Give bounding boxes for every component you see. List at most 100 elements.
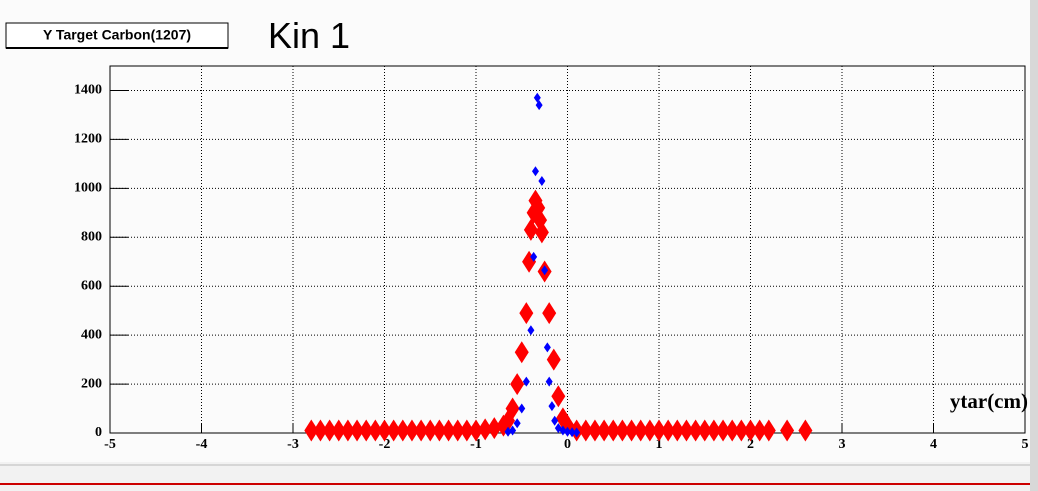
data-point (542, 302, 557, 325)
data-point (661, 419, 676, 442)
data-point (535, 100, 543, 111)
x-axis-title: ytar(cm) (950, 389, 1028, 413)
data-point (652, 419, 666, 442)
data-point (340, 419, 355, 442)
data-point (761, 419, 776, 442)
data-point (404, 419, 419, 442)
data-point (551, 385, 566, 408)
data-point (304, 419, 319, 442)
data-point (551, 415, 559, 426)
data-point (313, 419, 328, 442)
data-point (697, 419, 712, 442)
data-point (780, 419, 795, 442)
data-point (679, 419, 694, 442)
data-point (624, 419, 639, 442)
data-point (432, 419, 447, 442)
data-point (706, 419, 721, 442)
y-tick-label: 1400 (74, 83, 102, 98)
data-point (538, 175, 546, 186)
data-point (564, 426, 571, 437)
data-point (377, 419, 392, 442)
data-point (548, 401, 556, 412)
data-point (386, 419, 401, 442)
x-tick-label: 5 (1022, 437, 1029, 452)
x-tick-label: -2 (379, 437, 391, 452)
data-point (798, 419, 813, 442)
y-tick-label: 200 (81, 376, 102, 391)
data-point (734, 419, 749, 442)
data-point (597, 419, 612, 442)
data-point (501, 409, 516, 432)
data-point (606, 419, 621, 442)
x-tick-label: 4 (930, 437, 937, 452)
data-point (441, 419, 456, 442)
data-point (559, 425, 567, 436)
data-point (633, 419, 648, 442)
title-box (5, 22, 229, 49)
chart-title: Y Target Carbon(1207) (43, 27, 191, 43)
data-point (469, 419, 483, 442)
data-point (530, 251, 538, 262)
data-point (510, 373, 525, 396)
x-tick-label: 0 (564, 437, 571, 452)
scroll-edge (1030, 0, 1038, 491)
data-point (578, 419, 593, 442)
data-point (522, 376, 530, 387)
y-tick-label: 1000 (74, 181, 102, 196)
data-point (568, 427, 576, 438)
data-point (587, 419, 602, 442)
x-tick-label: -3 (287, 437, 299, 452)
x-tick-label: -5 (104, 437, 116, 452)
data-point (331, 419, 346, 442)
data-point (395, 419, 410, 442)
data-point (752, 419, 767, 442)
data-point (688, 419, 703, 442)
y-tick-label: 1200 (74, 132, 102, 147)
data-point (716, 419, 731, 442)
data-point (523, 218, 538, 241)
data-point (322, 419, 337, 442)
data-point (487, 417, 502, 440)
x-tick-label: -1 (470, 437, 482, 452)
data-point (534, 221, 549, 244)
data-point (423, 419, 438, 442)
y-tick-label: 600 (81, 278, 102, 293)
annotation: Kin 1 (268, 15, 350, 56)
data-point (670, 419, 685, 442)
data-point (546, 348, 561, 371)
data-point (478, 418, 493, 441)
data-point (541, 265, 549, 276)
data-point (543, 342, 551, 353)
x-tick-label: 1 (656, 437, 663, 452)
data-point (573, 427, 581, 438)
data-point (545, 376, 553, 387)
data-point (527, 325, 535, 336)
data-point (359, 419, 374, 442)
data-point (615, 419, 630, 442)
data-point (368, 419, 383, 442)
data-point (509, 425, 517, 436)
data-point (531, 166, 539, 177)
x-tick-label: -4 (196, 437, 208, 452)
y-tick-label: 400 (81, 327, 102, 342)
data-point (414, 419, 429, 442)
data-point (450, 419, 465, 442)
data-point (505, 397, 520, 420)
data-point (518, 403, 526, 414)
y-tick-label: 0 (95, 425, 102, 440)
data-point (642, 419, 657, 442)
data-point (725, 419, 740, 442)
x-tick-label: 3 (839, 437, 846, 452)
data-point (514, 341, 529, 364)
x-tick-label: 2 (747, 437, 754, 452)
data-point (504, 426, 512, 437)
data-point (743, 419, 758, 442)
data-point (519, 302, 534, 325)
data-point (350, 419, 365, 442)
data-point (513, 418, 521, 429)
y-tick-label: 800 (81, 229, 102, 244)
canvas (0, 0, 1030, 462)
data-point (459, 419, 474, 442)
